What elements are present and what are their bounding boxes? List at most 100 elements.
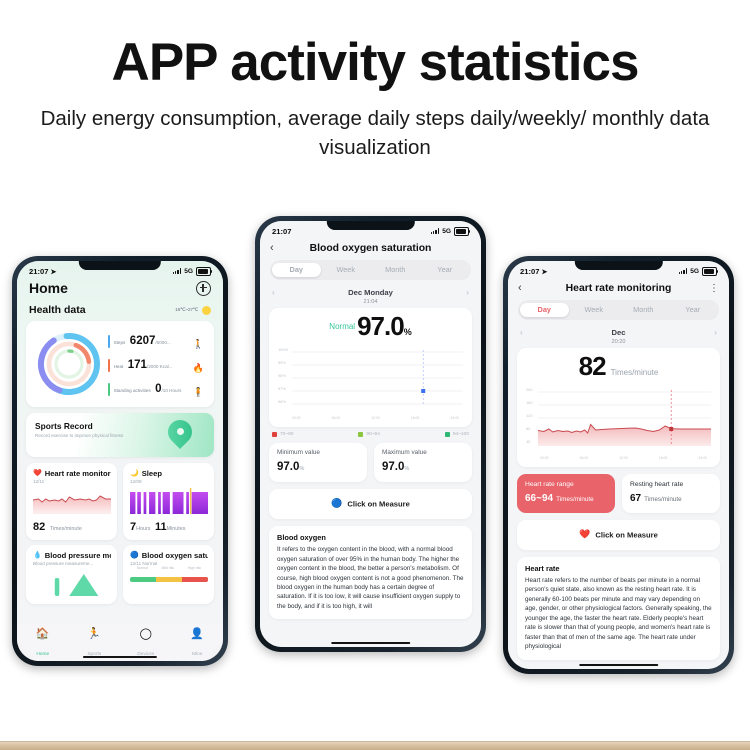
mini-card-date: 12/09	[130, 479, 142, 484]
blood-oxygen-mini-card[interactable]: 🔵 Blood oxygen saturation 12/11 Normal N…	[123, 545, 214, 604]
chevron-right-icon[interactable]: ›	[466, 287, 469, 297]
reading-time: 21:04	[363, 299, 378, 305]
legend-label: 70~90	[280, 432, 294, 437]
home-indicator	[578, 663, 659, 666]
home-indicator	[330, 641, 411, 644]
click-on-measure-button[interactable]: 🔵 Click on Measure	[269, 489, 472, 520]
tab-week[interactable]: Week	[336, 265, 356, 274]
date-navigator: ‹ Dec Monday ›	[260, 280, 481, 298]
heart-rate-mini-card[interactable]: ❤️ Heart rate monitoring 12/11 8	[26, 463, 117, 540]
tab-month[interactable]: Month	[633, 305, 654, 314]
health-data-card[interactable]: Steps 6207/6000... 🚶 Heat 171/2000 Kcal.…	[26, 321, 214, 407]
status-bar: 21:07 ➤ 5G	[508, 261, 729, 278]
weather-widget: 18℃~27℃	[175, 305, 211, 315]
phone-screen-blood-oxygen: 21:07 5G ‹ Blood oxygen saturation Day W…	[260, 221, 481, 647]
chevron-left-icon[interactable]: ‹	[520, 327, 523, 337]
chevron-left-icon[interactable]: ‹	[518, 282, 522, 294]
status-time: 21:07	[29, 267, 49, 276]
reading-time: 20:20	[611, 339, 626, 345]
chevron-left-icon[interactable]: ‹	[270, 242, 274, 254]
pill-unit: Times/minute	[644, 496, 682, 503]
svg-text:96%: 96%	[278, 399, 286, 404]
phone-screen-home: 21:07 ➤ 5G Home Health data 18℃~27℃	[17, 261, 223, 661]
home-screen-body: 21:07 ➤ 5G Home Health data 18℃~27℃	[17, 261, 223, 661]
stat-unit: %	[299, 466, 305, 473]
blood-oxygen-screen-body: 21:07 5G ‹ Blood oxygen saturation Day W…	[260, 221, 481, 647]
mini-card-date: 12/11	[33, 479, 45, 484]
heart-rate-range-card: Heart rate range 66~94 Times/minute	[517, 474, 615, 513]
nav-bar: ‹ Blood oxygen saturation	[260, 238, 481, 260]
metric-heat: Heat 171/2000 Kcal... 🔥	[108, 355, 204, 373]
resting-heart-rate-card: Resting heart rate 67 Times/minute	[622, 474, 720, 513]
article-body: Heart rate refers to the number of beats…	[525, 577, 712, 651]
heart-icon: ❤️	[579, 529, 591, 540]
mini-card-title: Heart rate monitoring	[44, 469, 111, 478]
network-label: 5G	[442, 227, 451, 235]
tab-day[interactable]: Day	[519, 303, 569, 317]
svg-text:40: 40	[526, 439, 531, 444]
chevron-left-icon[interactable]: ‹	[272, 287, 275, 297]
sleep-hours-unit: Hours	[136, 526, 151, 532]
tab-home[interactable]: 🏠 Home	[17, 628, 69, 660]
stat-value: 97.0	[277, 461, 300, 474]
legend-label: 90~94	[366, 432, 380, 437]
mini-card-title: Blood pressure monitoring	[44, 551, 111, 560]
signal-bars-icon	[172, 268, 182, 275]
click-on-measure-button[interactable]: ❤️ Click on Measure	[517, 520, 720, 550]
health-data-header: Health data 18℃~27℃	[17, 296, 223, 321]
moon-icon: 🌙	[130, 470, 139, 477]
page-title: APP activity statistics	[111, 33, 640, 92]
more-vertical-icon[interactable]: ⋮	[709, 282, 719, 294]
oxygen-icon: 🔵	[130, 552, 139, 559]
health-metrics-list: Steps 6207/6000... 🚶 Heat 171/2000 Kcal.…	[108, 331, 206, 397]
status-time: 21:07	[520, 267, 540, 276]
svg-text:97%: 97%	[278, 386, 286, 391]
pill-label: Heart rate range	[525, 481, 574, 488]
location-arrow-icon: ➤	[50, 268, 57, 276]
stat-label: Maximum value	[382, 449, 427, 456]
metric-label: Steps	[113, 340, 126, 345]
metric-value: 171	[127, 359, 147, 371]
mini-card-row-2: 💧 Blood pressure monitoring Blood pressu…	[26, 545, 214, 604]
phone-notch	[78, 261, 162, 270]
min-max-cards: Minimum value 97.0% Maximum value 97.0%	[269, 443, 472, 483]
mini-card-value: 82	[33, 521, 46, 533]
tab-month[interactable]: Month	[385, 265, 406, 274]
legend-item-low: 70~90	[272, 432, 293, 437]
x-tick: 06:00	[579, 456, 589, 460]
svg-text:98%: 98%	[278, 373, 286, 378]
sports-record-subtitle: Record exercise to improve physical fitn…	[35, 433, 124, 438]
network-label: 5G	[184, 267, 193, 275]
tick-label: High risk	[187, 566, 202, 570]
tab-label: Mine	[192, 651, 203, 657]
phone-screen-heart-rate: 21:07 ➤ 5G ‹ Heart rate monitoring ⋮ Day…	[508, 261, 729, 669]
sports-record-card[interactable]: Sports Record Record exercise to improve…	[26, 413, 214, 457]
desk-surface	[0, 741, 750, 750]
tab-day[interactable]: Day	[271, 263, 321, 277]
sun-icon	[202, 305, 211, 315]
svg-text:100%: 100%	[278, 347, 289, 352]
metric-value: 6207	[129, 335, 156, 347]
x-tick: 18:00	[410, 416, 420, 420]
metric-steps: Steps 6207/6000... 🚶	[108, 331, 204, 349]
tab-year[interactable]: Year	[685, 305, 701, 314]
sleep-hours-value: 7	[130, 521, 137, 533]
pill-unit: Times/minute	[556, 496, 594, 503]
page-header: APP activity statistics Daily energy con…	[0, 0, 750, 162]
tab-devices[interactable]: ◯ Devices	[120, 628, 172, 660]
mine-icon: 👤	[190, 627, 205, 640]
metric-label: Heat	[113, 364, 124, 369]
tab-week[interactable]: Week	[584, 305, 604, 314]
tab-sports[interactable]: 🏃 Sports	[69, 628, 121, 660]
blood-pressure-mini-card[interactable]: 💧 Blood pressure monitoring Blood pressu…	[26, 545, 117, 604]
chevron-right-icon[interactable]: ›	[714, 327, 717, 337]
add-circle-icon[interactable]	[196, 280, 211, 296]
maximum-value-card: Maximum value 97.0%	[374, 443, 472, 483]
metric-bar	[108, 383, 110, 396]
sleep-mini-card[interactable]: 🌙 Sleep 12/09	[123, 463, 214, 540]
tab-mine[interactable]: 👤 Mine	[172, 627, 224, 660]
tab-year[interactable]: Year	[437, 265, 453, 274]
sports-record-title: Sports Record	[35, 421, 93, 431]
stat-label: Minimum value	[277, 449, 320, 456]
heart-icon: ❤️	[33, 470, 42, 477]
